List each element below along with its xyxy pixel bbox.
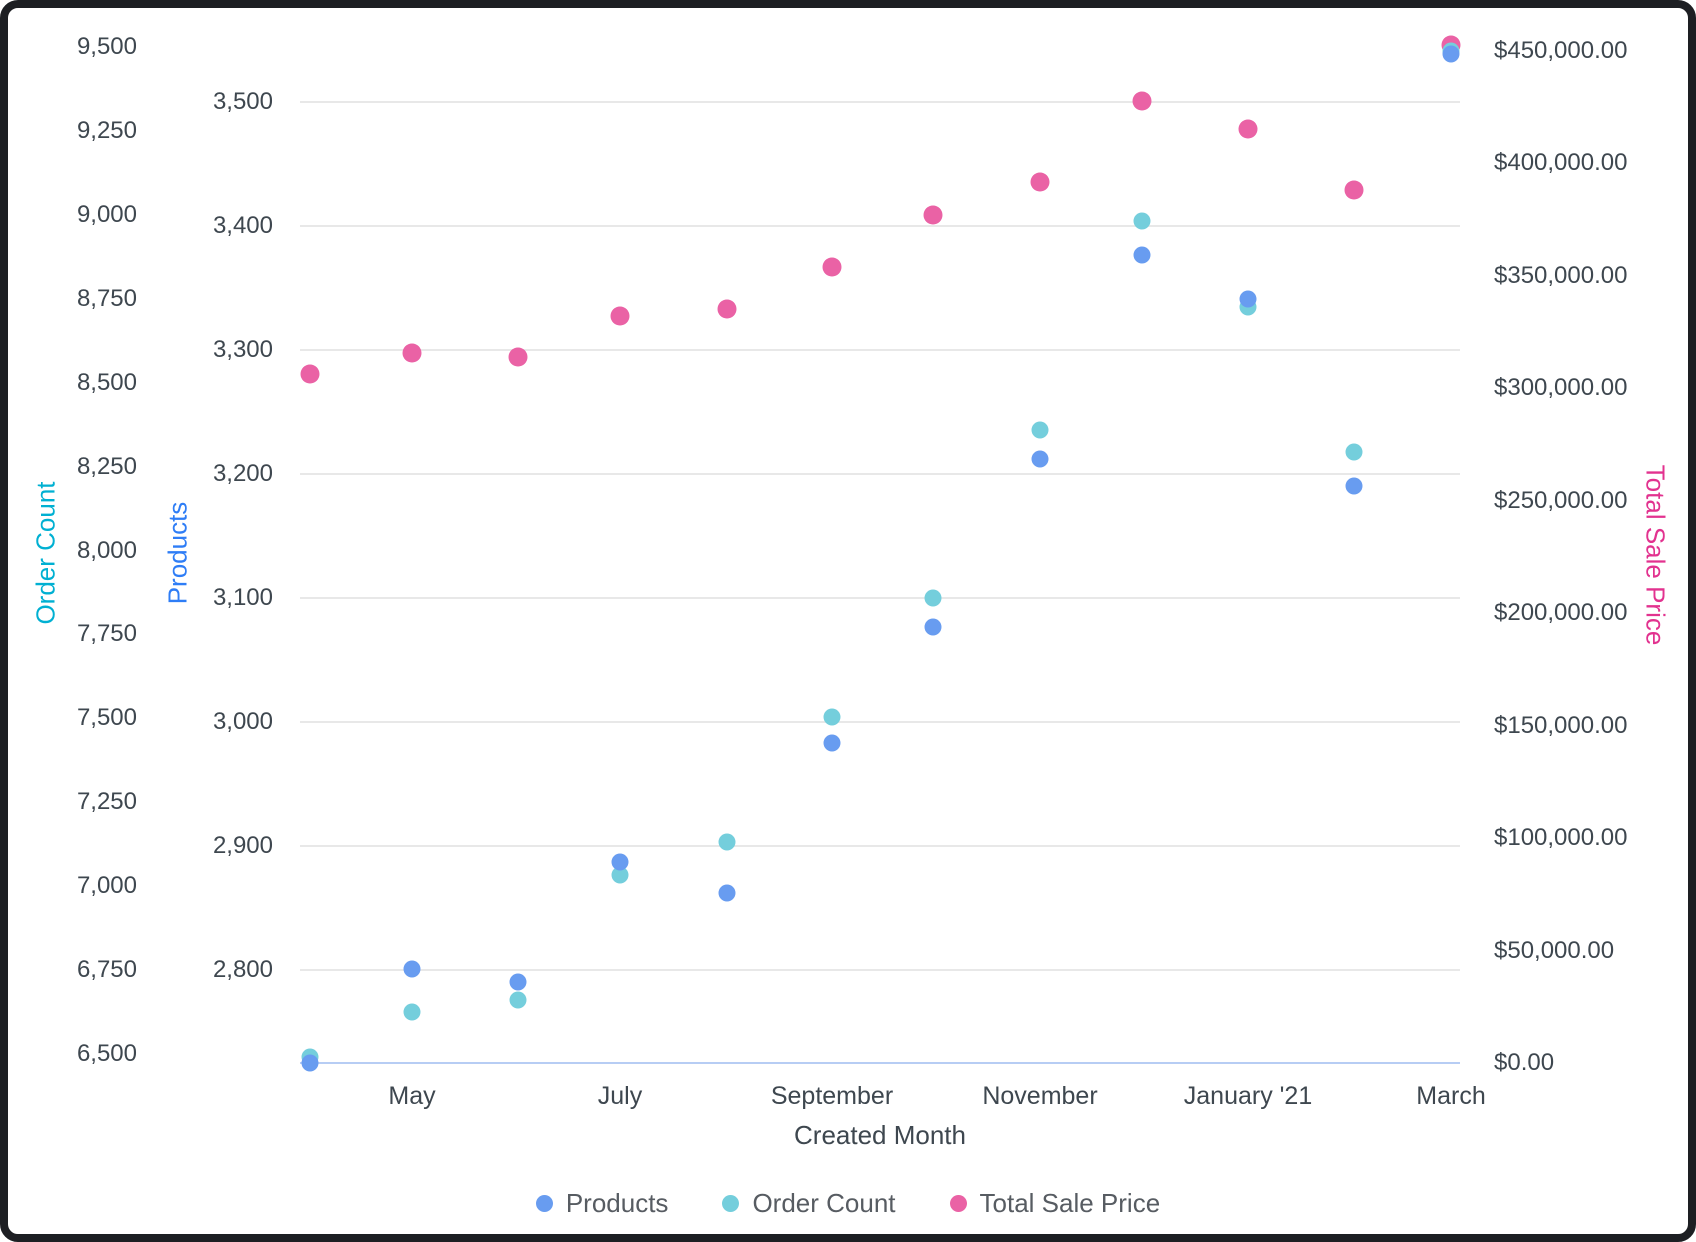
products-point[interactable] bbox=[403, 960, 421, 978]
gridline bbox=[300, 721, 1460, 723]
order_count-tick-label: 8,250 bbox=[76, 452, 137, 480]
gridline bbox=[300, 225, 1460, 227]
products-tick-label: 2,800 bbox=[212, 956, 273, 983]
order-count-point[interactable] bbox=[924, 589, 942, 607]
total-sale-price-point[interactable] bbox=[610, 306, 630, 326]
legend-label: Order Count bbox=[752, 1188, 896, 1218]
legend-item-total-sale-price[interactable]: Total Sale Price bbox=[949, 1188, 1161, 1219]
gridline bbox=[300, 597, 1460, 599]
products-tick-label: 3,100 bbox=[212, 584, 273, 611]
order-count-point[interactable] bbox=[823, 708, 841, 726]
total-sale-price-axis-title: Total Sale Price bbox=[1640, 464, 1671, 646]
order-count-point[interactable] bbox=[718, 833, 736, 851]
x-tick-label: May bbox=[388, 1082, 436, 1110]
products-tick-label: 3,200 bbox=[212, 460, 273, 487]
order_count-tick-label: 9,500 bbox=[76, 33, 137, 60]
products-point[interactable] bbox=[509, 973, 527, 991]
x-tick-label: March bbox=[1416, 1082, 1486, 1110]
products-point[interactable] bbox=[1133, 246, 1151, 264]
legend-item-products[interactable]: Products bbox=[535, 1188, 669, 1219]
products-point[interactable] bbox=[924, 618, 942, 636]
total_sale_price-tick-label: $400,000.00 bbox=[1494, 149, 1628, 177]
order-count-point[interactable] bbox=[1133, 212, 1151, 230]
total-sale-price-point[interactable] bbox=[300, 364, 320, 384]
total-sale-price-point[interactable] bbox=[923, 205, 943, 225]
order_count-tick-label: 9,000 bbox=[76, 200, 137, 228]
legend-label: Total Sale Price bbox=[979, 1188, 1161, 1218]
chart-legend: Products Order Count Total Sale Price bbox=[0, 1188, 1696, 1219]
products-point[interactable] bbox=[1239, 290, 1257, 308]
products-point[interactable] bbox=[301, 1054, 319, 1072]
total_sale_price-tick-label: $50,000.00 bbox=[1494, 936, 1615, 964]
order-count-point[interactable] bbox=[1345, 443, 1363, 461]
total_sale_price-tick-label: $100,000.00 bbox=[1494, 824, 1628, 852]
gridline bbox=[300, 101, 1460, 103]
total-sale-price-point[interactable] bbox=[822, 257, 842, 277]
x-tick-label: September bbox=[770, 1082, 894, 1110]
order-count-point[interactable] bbox=[611, 866, 629, 884]
x-tick-label: November bbox=[982, 1082, 1098, 1110]
legend-dot-icon bbox=[535, 1195, 553, 1212]
total-sale-price-point[interactable] bbox=[1132, 91, 1152, 111]
total-sale-price-point[interactable] bbox=[402, 343, 422, 363]
total_sale_price-tick-label: $350,000.00 bbox=[1494, 261, 1628, 289]
order-count-point[interactable] bbox=[509, 991, 527, 1009]
products-tick-label: 3,300 bbox=[212, 336, 273, 363]
total-sale-price-point[interactable] bbox=[717, 299, 737, 319]
order-count-point[interactable] bbox=[403, 1003, 421, 1021]
legend-item-order-count[interactable]: Order Count bbox=[722, 1188, 896, 1219]
products-tick-label: 3,400 bbox=[212, 212, 273, 239]
total-sale-price-point[interactable] bbox=[508, 347, 528, 367]
products-tick-label: 3,500 bbox=[212, 88, 273, 115]
gridline bbox=[300, 969, 1460, 971]
order_count-tick-label: 7,250 bbox=[76, 788, 137, 816]
products-point[interactable] bbox=[718, 884, 736, 902]
order_count-tick-label: 9,250 bbox=[76, 116, 137, 144]
order_count-tick-label: 7,500 bbox=[76, 704, 137, 732]
products-tick-label: 2,900 bbox=[212, 832, 273, 859]
total_sale_price-tick-label: $200,000.00 bbox=[1494, 599, 1628, 627]
x-tick-label: January '21 bbox=[1183, 1082, 1313, 1110]
products-axis-title: Products bbox=[162, 501, 193, 605]
total-sale-price-point[interactable] bbox=[1030, 172, 1050, 192]
x-axis-title: Created Month bbox=[794, 1120, 966, 1150]
order_count-tick-label: 8,000 bbox=[76, 536, 137, 564]
total_sale_price-tick-label: $0.00 bbox=[1494, 1049, 1555, 1076]
order_count-tick-label: 8,750 bbox=[76, 284, 137, 312]
gridline bbox=[300, 473, 1460, 475]
legend-dot-icon bbox=[722, 1195, 740, 1212]
products-tick-label: 3,000 bbox=[212, 708, 273, 735]
products-point[interactable] bbox=[823, 734, 841, 752]
total_sale_price-tick-label: $450,000.00 bbox=[1494, 37, 1628, 64]
products-point[interactable] bbox=[1442, 45, 1460, 63]
total-sale-price-point[interactable] bbox=[1344, 180, 1364, 200]
order_count-tick-label: 6,750 bbox=[76, 956, 137, 984]
zero-baseline bbox=[300, 1062, 1460, 1064]
order_count-tick-label: 8,500 bbox=[76, 368, 137, 396]
total_sale_price-tick-label: $150,000.00 bbox=[1494, 711, 1628, 739]
gridline bbox=[300, 349, 1460, 351]
order_count-tick-label: 7,750 bbox=[76, 620, 137, 648]
legend-label: Products bbox=[565, 1188, 669, 1218]
total_sale_price-tick-label: $300,000.00 bbox=[1494, 374, 1628, 402]
total_sale_price-tick-label: $250,000.00 bbox=[1494, 486, 1628, 514]
gridline bbox=[300, 845, 1460, 847]
products-point[interactable] bbox=[611, 853, 629, 871]
order-count-axis-title: Order Count bbox=[30, 481, 61, 625]
products-point[interactable] bbox=[1345, 477, 1363, 495]
legend-dot-icon bbox=[949, 1195, 967, 1212]
total-sale-price-point[interactable] bbox=[1238, 119, 1258, 139]
products-point[interactable] bbox=[1031, 450, 1049, 468]
order_count-tick-label: 7,000 bbox=[76, 872, 137, 900]
order_count-tick-label: 6,500 bbox=[76, 1040, 137, 1067]
order-count-point[interactable] bbox=[1031, 421, 1049, 439]
x-tick-label: July bbox=[597, 1082, 643, 1110]
